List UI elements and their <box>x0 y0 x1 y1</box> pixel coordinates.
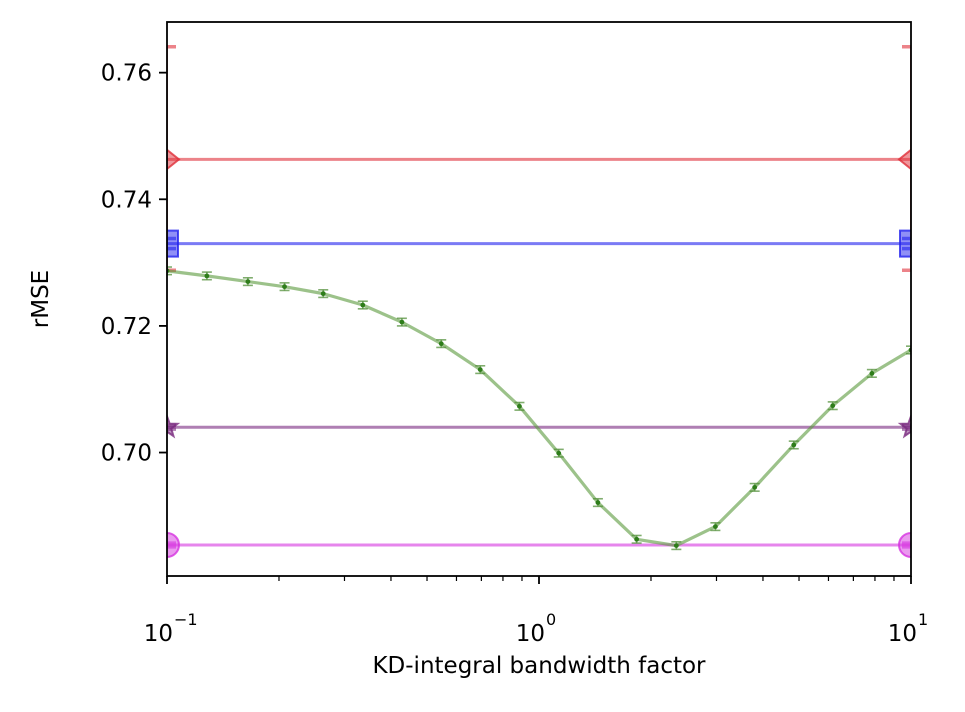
baseline-marker-red-triangle-left <box>167 148 181 171</box>
x-tick-base-1: 10 <box>516 621 545 647</box>
x-tick-base-0: 10 <box>144 621 173 647</box>
data-point-kd-integral-11 <box>595 500 601 505</box>
y-tick-label-1: 0.72 <box>101 314 152 340</box>
series-line-kd-integral <box>167 269 911 548</box>
baseline-marker-purple-star-right <box>897 413 911 439</box>
x-tick-label-2: 101 <box>888 610 928 647</box>
data-point-kd-integral-4 <box>320 291 326 297</box>
data-point-kd-integral-16 <box>791 442 797 448</box>
y-tick-label-3: 0.76 <box>101 61 152 87</box>
x-tick-label-0: 10−1 <box>144 610 198 647</box>
baseline-marker-blue-square-right <box>899 229 911 258</box>
y-tick-label-2: 0.74 <box>101 187 152 213</box>
x-tick-exp-0: −1 <box>174 610 198 629</box>
data-point-kd-integral-2 <box>245 279 251 284</box>
data-point-kd-integral-18 <box>869 370 875 376</box>
data-point-kd-integral-10 <box>556 450 562 456</box>
data-point-kd-integral-7 <box>438 341 444 347</box>
data-point-kd-integral-1 <box>204 273 210 279</box>
data-point-kd-integral-5 <box>360 302 366 308</box>
data-point-kd-integral-9 <box>517 403 522 409</box>
x-tick-exp-1: 0 <box>546 610 556 629</box>
data-point-kd-integral-17 <box>830 403 836 409</box>
x-tick-label-1: 100 <box>516 610 556 647</box>
x-tick-base-2: 10 <box>888 621 917 647</box>
x-axis-label: KD-integral bandwidth factor <box>372 653 706 679</box>
data-point-kd-integral-8 <box>477 367 483 372</box>
y-axis-label: rMSE <box>28 270 54 328</box>
x-tick-exp-2: 1 <box>918 610 928 629</box>
data-point-kd-integral-13 <box>673 543 679 549</box>
data-point-kd-integral-12 <box>634 536 640 542</box>
plot-frame <box>166 21 912 577</box>
data-point-kd-integral-3 <box>282 284 287 290</box>
baseline-marker-purple-star-left <box>167 413 181 439</box>
baseline-marker-blue-square-left <box>167 229 179 258</box>
baseline-marker-magenta-circle-right <box>898 531 911 558</box>
data-point-kd-integral-6 <box>399 319 405 325</box>
data-point-kd-integral-15 <box>752 484 758 490</box>
baseline-marker-red-triangle-right <box>897 148 911 171</box>
baseline-marker-magenta-circle-left <box>167 531 180 558</box>
data-point-kd-integral-14 <box>713 524 718 530</box>
y-tick-label-0: 0.70 <box>101 441 152 467</box>
